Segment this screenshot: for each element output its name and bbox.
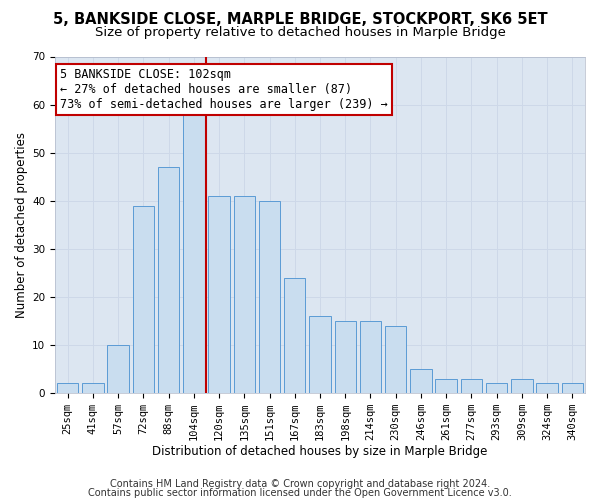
Text: Contains public sector information licensed under the Open Government Licence v3: Contains public sector information licen… bbox=[88, 488, 512, 498]
Bar bbox=[410, 369, 431, 393]
Bar bbox=[536, 384, 558, 393]
Bar bbox=[107, 345, 129, 393]
Bar bbox=[385, 326, 406, 393]
Y-axis label: Number of detached properties: Number of detached properties bbox=[15, 132, 28, 318]
Text: Contains HM Land Registry data © Crown copyright and database right 2024.: Contains HM Land Registry data © Crown c… bbox=[110, 479, 490, 489]
Bar bbox=[284, 278, 305, 393]
Bar bbox=[436, 378, 457, 393]
X-axis label: Distribution of detached houses by size in Marple Bridge: Distribution of detached houses by size … bbox=[152, 444, 488, 458]
Bar bbox=[57, 384, 79, 393]
Bar bbox=[461, 378, 482, 393]
Bar bbox=[82, 384, 104, 393]
Bar bbox=[562, 384, 583, 393]
Bar bbox=[335, 321, 356, 393]
Bar bbox=[183, 114, 205, 393]
Text: 5, BANKSIDE CLOSE, MARPLE BRIDGE, STOCKPORT, SK6 5ET: 5, BANKSIDE CLOSE, MARPLE BRIDGE, STOCKP… bbox=[53, 12, 547, 28]
Bar bbox=[158, 167, 179, 393]
Bar bbox=[360, 321, 381, 393]
Bar bbox=[133, 206, 154, 393]
Bar bbox=[511, 378, 533, 393]
Text: 5 BANKSIDE CLOSE: 102sqm
← 27% of detached houses are smaller (87)
73% of semi-d: 5 BANKSIDE CLOSE: 102sqm ← 27% of detach… bbox=[61, 68, 388, 112]
Text: Size of property relative to detached houses in Marple Bridge: Size of property relative to detached ho… bbox=[95, 26, 505, 39]
Bar bbox=[208, 196, 230, 393]
Bar bbox=[309, 316, 331, 393]
Bar bbox=[259, 201, 280, 393]
Bar bbox=[233, 196, 255, 393]
Bar bbox=[486, 384, 508, 393]
